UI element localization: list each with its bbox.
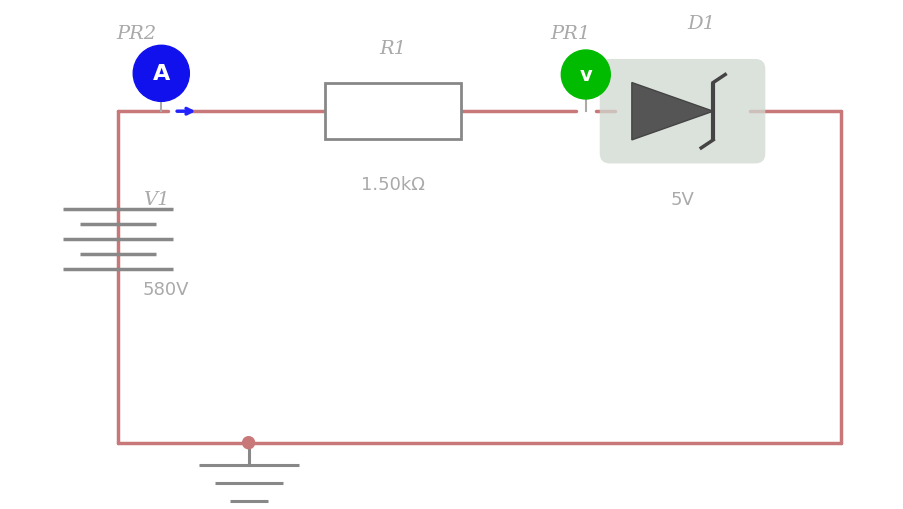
Text: D1: D1 bbox=[687, 15, 715, 33]
Text: v: v bbox=[579, 66, 591, 85]
Text: PR1: PR1 bbox=[550, 25, 591, 43]
Circle shape bbox=[561, 51, 610, 100]
Text: 1.50kΩ: 1.50kΩ bbox=[361, 176, 424, 194]
FancyBboxPatch shape bbox=[599, 60, 765, 164]
Text: 580V: 580V bbox=[143, 280, 189, 298]
Text: A: A bbox=[153, 64, 170, 84]
Polygon shape bbox=[631, 83, 712, 140]
Text: 5V: 5V bbox=[670, 191, 694, 209]
Circle shape bbox=[242, 437, 255, 449]
Text: R1: R1 bbox=[379, 40, 406, 58]
Bar bbox=[325, 84, 461, 140]
Circle shape bbox=[133, 46, 189, 102]
Text: V1: V1 bbox=[143, 190, 169, 208]
Text: PR2: PR2 bbox=[116, 24, 156, 43]
